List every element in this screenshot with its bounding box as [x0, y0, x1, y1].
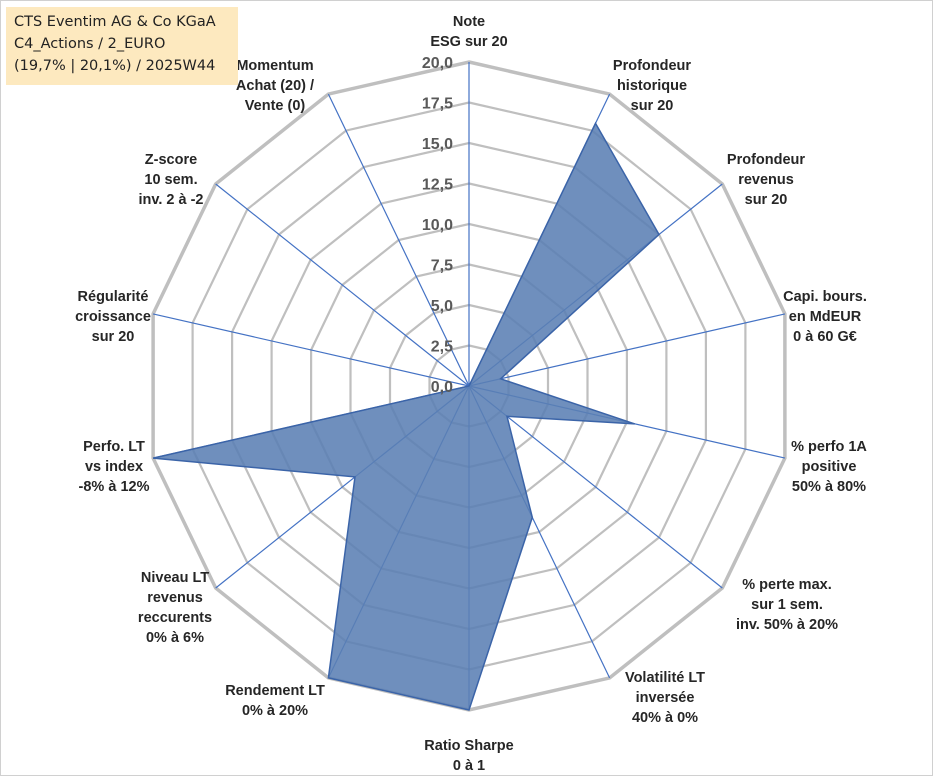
tick-label: 7,5	[431, 258, 453, 275]
tick-label: 2,5	[431, 339, 453, 356]
axis-label: % perte max. sur 1 sem. inv. 50% à 20%	[736, 577, 838, 633]
series-area	[152, 121, 660, 711]
company-name: CTS Eventim AG & Co KGaA	[14, 14, 216, 30]
axis-label: Capi. bours. en MdEUR 0 à 60 G€	[783, 289, 867, 345]
radial-tick-labels: 0,0 2,5 5,0 7,5 10,0 12,5 15,0 17,5 20,0	[422, 55, 453, 396]
axis-label: Niveau LT revenus reccurents 0% à 6%	[138, 570, 212, 646]
axis-spoke	[152, 313, 470, 387]
score-period: (19,7% | 20,1%) / 2025W44	[14, 58, 216, 74]
axis-label: Volatilité LT inversée 40% à 0%	[625, 670, 705, 726]
tick-label: 0,0	[431, 379, 453, 396]
radar-series	[152, 121, 660, 711]
axis-label: Momentum Achat (20) / Vente (0)	[236, 58, 314, 114]
tick-label: 17,5	[422, 96, 453, 113]
axis-label: % perfo 1A positive 50% à 80%	[791, 439, 867, 495]
axis-label: Régularité croissance sur 20	[75, 289, 151, 345]
axis-spoke	[468, 313, 786, 387]
tick-label: 5,0	[431, 298, 453, 315]
axis-label: Perfo. LT vs index -8% à 12%	[79, 439, 150, 495]
tick-label: 10,0	[422, 217, 453, 234]
axis-label: Note ESG sur 20	[430, 14, 507, 50]
axis-label: Profondeur revenus sur 20	[727, 152, 805, 208]
axis-spoke	[215, 183, 470, 387]
tick-label: 15,0	[422, 136, 453, 153]
axis-label: Profondeur historique sur 20	[613, 58, 691, 114]
axis-label: Z-score 10 sem. inv. 2 à -2	[138, 152, 203, 208]
axis-spoke	[327, 93, 470, 387]
tick-label: 20,0	[422, 55, 453, 72]
axis-spoke	[468, 385, 723, 589]
axis-label: Rendement LT 0% à 20%	[225, 683, 325, 719]
tick-label: 12,5	[422, 177, 453, 194]
portfolio-category: C4_Actions / 2_EURO	[14, 36, 166, 52]
chart-title-box: CTS Eventim AG & Co KGaA C4_Actions / 2_…	[6, 7, 238, 85]
axis-label: Ratio Sharpe 0 à 1	[424, 738, 513, 774]
axis-labels: Note ESG sur 20 Profondeur historique sur 20…	[75, 14, 867, 774]
